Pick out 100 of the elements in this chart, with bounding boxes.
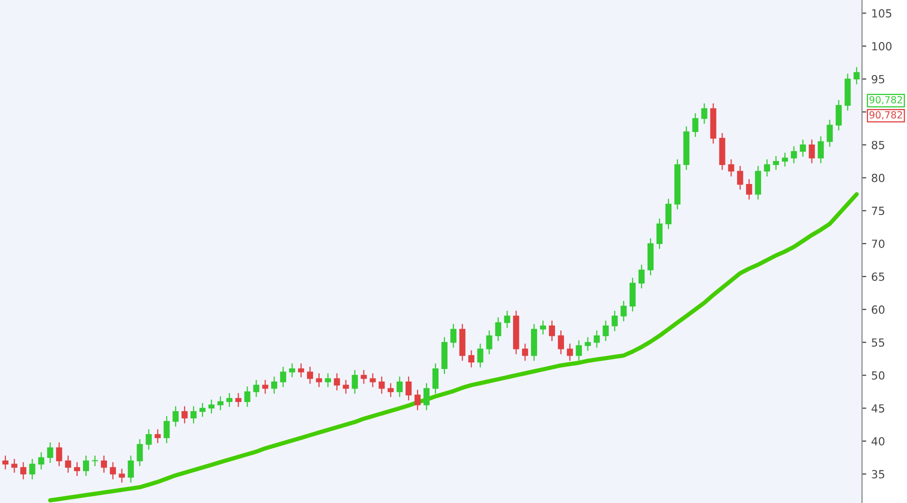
- candlestick: [692, 112, 698, 138]
- candlestick: [755, 165, 762, 200]
- candlestick: [504, 310, 510, 328]
- y-tick-label: 80: [872, 174, 884, 182]
- candlestick: [737, 165, 744, 190]
- candlestick: [594, 330, 600, 348]
- candlestick: [164, 416, 170, 444]
- candlestick: [665, 198, 672, 230]
- candlestick: [2, 455, 8, 470]
- text: 90,782: [870, 96, 902, 104]
- candlestick: [208, 399, 215, 414]
- line-series: [48, 192, 859, 502]
- candlestick: [262, 379, 268, 394]
- candlestick: [854, 66, 860, 85]
- y-tick-label: 50: [872, 371, 884, 380]
- candlestick: [836, 100, 842, 131]
- text: 90,782: [870, 111, 902, 120]
- candlestick: [566, 343, 573, 362]
- candlestick: [199, 402, 206, 418]
- candlestick: [306, 366, 314, 384]
- candlestick: [128, 455, 134, 484]
- candlestick: [360, 369, 367, 384]
- y-tick-label: 70: [872, 240, 884, 248]
- y-tick-label: 65: [872, 272, 884, 281]
- candlestick: [826, 119, 833, 148]
- y-tick-label: 55: [872, 338, 884, 347]
- candlestick: [728, 158, 734, 177]
- y-tick-label: 105: [872, 9, 892, 18]
- y-tick-label: 35: [872, 470, 884, 478]
- candlestick: [82, 455, 90, 477]
- candlestick: [334, 372, 340, 391]
- candlestick: [92, 455, 98, 467]
- y-tick-label: 40: [872, 437, 884, 446]
- candlestick: [764, 158, 770, 177]
- candlestick: [226, 392, 232, 408]
- y-tick-label: 75: [872, 206, 884, 216]
- candlestick: [56, 442, 62, 467]
- candlestick: [298, 362, 304, 378]
- candlestick: [118, 468, 125, 484]
- candlestick: [235, 392, 242, 408]
- candlestick: [495, 316, 502, 342]
- candlestick: [136, 438, 143, 467]
- candlestick: [808, 139, 815, 164]
- candlestick: [584, 336, 591, 352]
- candlestick: [38, 452, 44, 470]
- candlestick: [11, 458, 18, 474]
- candlestick: [477, 343, 484, 368]
- y-tick-label: 85: [872, 140, 884, 150]
- candlestick: [182, 406, 188, 424]
- candlestick: [352, 369, 358, 394]
- candlestick: [47, 442, 54, 464]
- candlestick: [746, 178, 752, 200]
- candlestick: [818, 136, 824, 164]
- candlestick: [253, 379, 260, 398]
- candlestick: [271, 376, 278, 394]
- candlestick: [244, 386, 250, 408]
- candlestick: [630, 277, 636, 312]
- candlestick: [548, 320, 556, 342]
- candlestick: [638, 264, 645, 289]
- candlestick: [790, 146, 797, 164]
- candlestick: [423, 382, 430, 411]
- candlestick: [378, 376, 385, 394]
- y-tick-label: 45: [872, 404, 884, 413]
- candlestick: [656, 218, 663, 250]
- candlestick: [558, 330, 564, 355]
- candlestick: [172, 406, 179, 428]
- candlestick: [154, 428, 161, 444]
- candlestick: [190, 406, 197, 424]
- candlestick: [110, 462, 116, 480]
- y-tick-label: 95: [872, 74, 884, 84]
- candlestick: [406, 376, 412, 401]
- candlestick: [522, 343, 528, 362]
- y-tick-label: 100: [872, 42, 892, 50]
- candlestick: [146, 428, 152, 450]
- candlestick: [100, 455, 107, 474]
- candlestick: [414, 389, 421, 411]
- candlestick: [316, 372, 322, 388]
- candlestick: [29, 458, 36, 480]
- candlestick: [289, 362, 296, 378]
- candlestick: [800, 139, 806, 158]
- candlestick: [468, 350, 474, 368]
- candlestick: [370, 372, 376, 388]
- candlestick: [324, 372, 331, 388]
- candlestick: [388, 382, 394, 398]
- candlestick: [602, 320, 609, 342]
- candlestick: [280, 366, 286, 388]
- candlestick: [450, 323, 456, 348]
- candlestick: [576, 340, 582, 362]
- candlestick: [432, 362, 439, 394]
- candlestick: [74, 462, 80, 477]
- y-tick-label: 60: [872, 305, 884, 314]
- candlestick: [620, 300, 627, 322]
- candlestick: [540, 320, 546, 336]
- candlestick: [772, 155, 780, 170]
- candlestick: [20, 462, 26, 480]
- candlestick: [486, 330, 492, 355]
- candlestick: [782, 152, 788, 168]
- candlestick: [342, 379, 349, 394]
- candlestick: [701, 102, 708, 124]
- candlestick: [612, 310, 618, 332]
